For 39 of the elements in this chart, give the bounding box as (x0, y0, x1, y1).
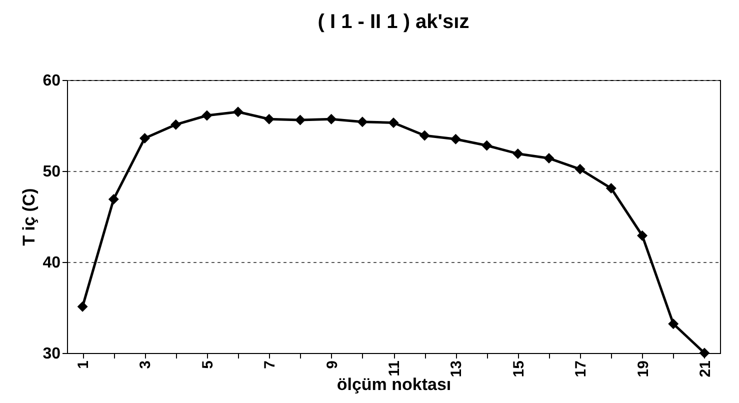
x-tick-label: 5 (199, 360, 216, 369)
point (699, 348, 710, 358)
y-tick-label: 50 (42, 164, 61, 180)
point (606, 183, 616, 194)
x-tick-label: 1 (75, 360, 92, 369)
point (637, 230, 648, 241)
point (388, 118, 399, 128)
chart-title: ( I 1 - II 1 ) ak'sız (318, 11, 470, 33)
point (232, 106, 244, 118)
point (108, 194, 119, 204)
x-tick-label: 15 (510, 360, 528, 378)
y-tick-label: 30 (42, 346, 61, 362)
point (139, 132, 150, 144)
y-axis-title: T iç (C) (20, 188, 39, 246)
x-axis-title: ölçüm noktası (336, 375, 452, 394)
point (574, 164, 586, 174)
point (77, 301, 88, 312)
y-tick-label: 60 (42, 72, 61, 90)
point (668, 318, 679, 330)
x-tick-label: 3 (137, 360, 154, 369)
x-tick-label: 21 (696, 360, 714, 378)
point (170, 119, 182, 130)
x-tick-label: 7 (262, 360, 279, 369)
point (294, 114, 306, 126)
point (482, 140, 492, 151)
x-tick-label: 11 (386, 360, 403, 376)
point (419, 130, 430, 141)
point (357, 116, 368, 128)
point (202, 110, 212, 121)
point (450, 134, 461, 144)
x-tick-label: 13 (448, 360, 466, 378)
point (512, 148, 524, 159)
point (264, 114, 274, 124)
point (544, 153, 554, 164)
x-tick-label: 19 (634, 360, 652, 378)
y-tick-label: 40 (42, 254, 61, 272)
point (326, 114, 337, 124)
x-tick-label: 17 (572, 360, 590, 378)
x-tick-label: 9 (324, 360, 341, 369)
